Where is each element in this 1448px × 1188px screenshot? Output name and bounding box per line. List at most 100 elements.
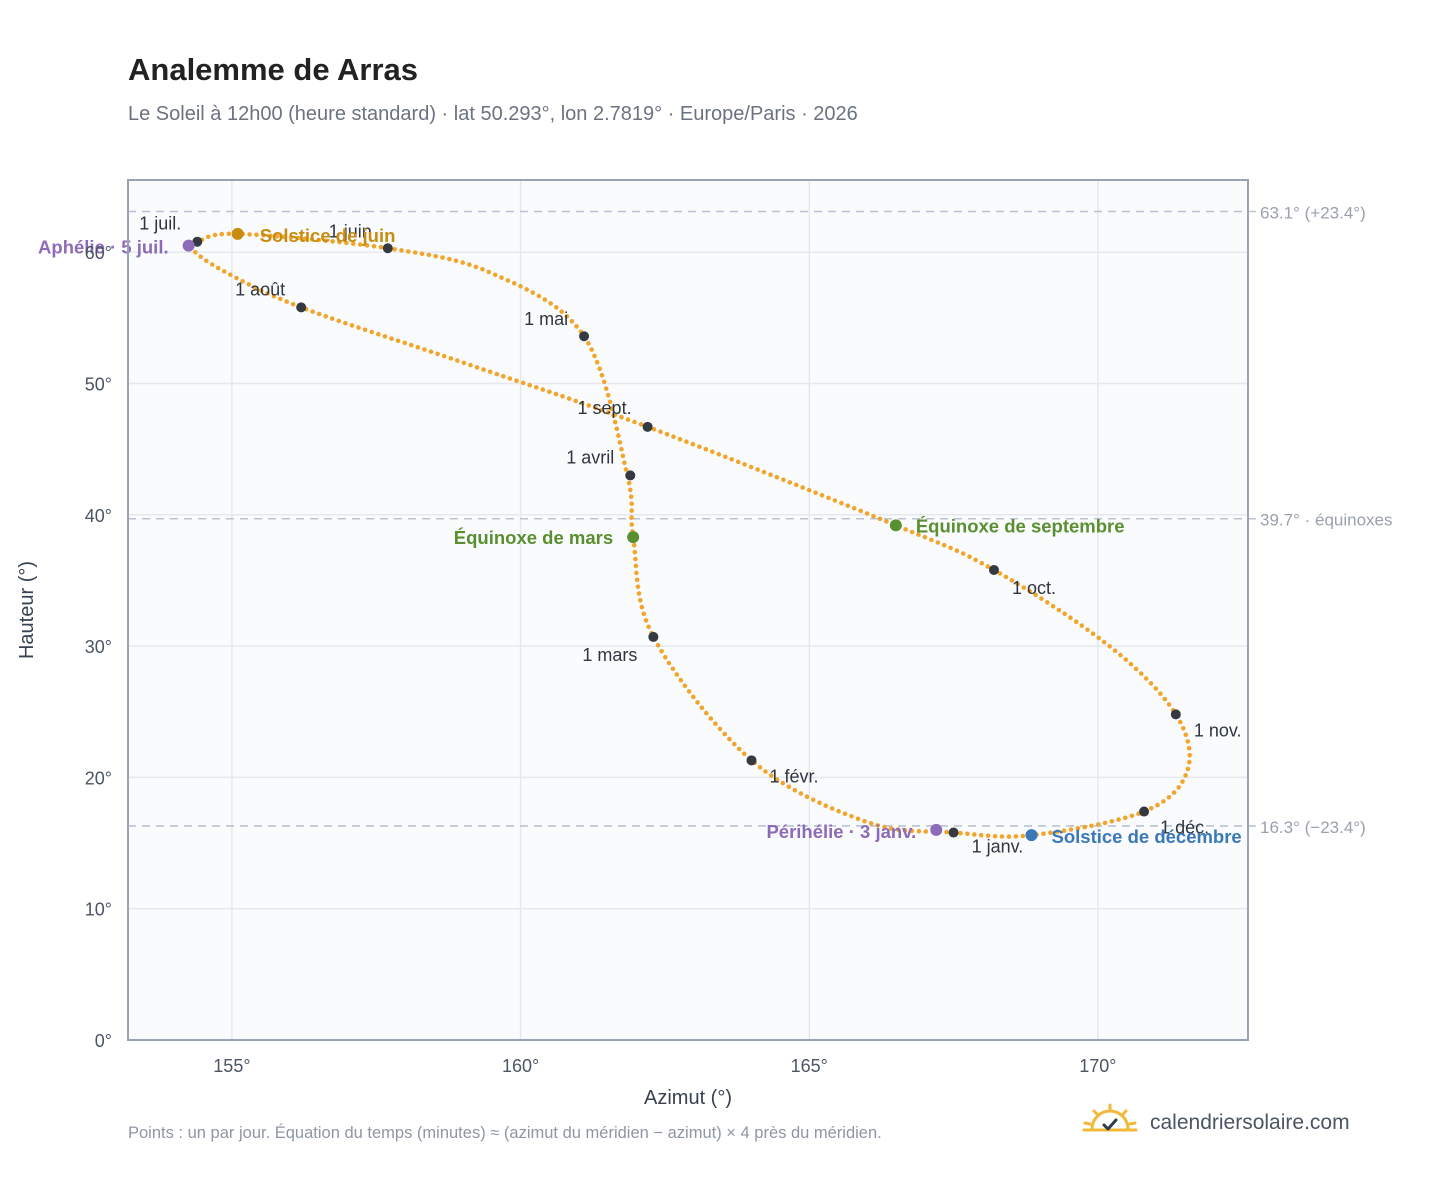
day-point: [1021, 585, 1027, 590]
x-tick-label: 155°: [213, 1056, 250, 1076]
day-point: [622, 460, 627, 466]
day-point: [864, 511, 870, 516]
reference-lines: 63.1° (+23.4°) 39.7° · équinoxes 16.3° (−2…: [128, 204, 1393, 837]
day-point: [514, 378, 519, 384]
day-point: [492, 272, 498, 278]
day-point: [534, 385, 539, 390]
day-point: [1166, 702, 1172, 707]
x-tick-label: 160°: [502, 1056, 539, 1076]
day-point: [520, 380, 526, 386]
day-point: [666, 660, 672, 666]
day-point: [633, 563, 639, 569]
month-marker: [642, 421, 653, 432]
day-point: [909, 529, 915, 535]
day-point: [755, 467, 760, 472]
day-point: [800, 485, 805, 490]
day-point: [268, 233, 273, 239]
day-point: [447, 256, 452, 262]
day-point: [586, 403, 592, 408]
day-point: [1068, 827, 1074, 832]
day-point: [548, 301, 553, 306]
day-point: [978, 832, 984, 838]
day-point: [1075, 826, 1081, 831]
day-point: [623, 467, 629, 472]
day-point: [206, 234, 211, 240]
day-point: [547, 389, 552, 395]
day-point: [579, 400, 585, 406]
day-point: [371, 244, 377, 249]
month-label: 1 janv.: [972, 837, 1024, 857]
day-point: [1073, 619, 1079, 624]
month-label: 1 févr.: [770, 766, 819, 786]
chart-title: Analemme de Arras: [128, 52, 419, 87]
day-point: [599, 407, 605, 413]
day-point: [228, 272, 233, 278]
brand[interactable]: calendriersolaire.com: [1082, 1103, 1350, 1143]
day-point: [761, 469, 767, 475]
month-label: 1 mai: [524, 309, 568, 329]
day-point: [1162, 696, 1168, 702]
day-point: [664, 431, 670, 437]
day-point: [599, 373, 605, 378]
day-point: [226, 231, 232, 237]
chart-subtitle: Le Soleil à 12h00 (heure standard) · lat…: [128, 103, 858, 125]
day-point: [460, 260, 466, 265]
day-point: [473, 264, 479, 270]
day-point: [786, 784, 792, 789]
day-point: [259, 288, 264, 293]
month-label: 1 août: [235, 279, 285, 299]
day-point: [1006, 834, 1012, 839]
day-point: [697, 444, 702, 450]
day-point: [198, 254, 203, 259]
day-point: [1033, 592, 1038, 598]
day-point: [651, 427, 657, 432]
x-tick-label: 170°: [1079, 1056, 1116, 1076]
month-marker: [1170, 709, 1181, 720]
day-point: [212, 232, 218, 238]
day-point: [619, 414, 624, 420]
y-tick-label: 50°: [85, 375, 112, 395]
day-point: [804, 794, 810, 799]
day-point: [1178, 719, 1183, 725]
day-point: [768, 472, 773, 478]
day-point: [415, 345, 421, 350]
day-point: [768, 773, 774, 778]
month-label: 1 déc.: [1160, 818, 1209, 838]
day-point: [617, 440, 623, 445]
day-point: [422, 347, 427, 352]
day-point: [677, 436, 683, 442]
day-point: [948, 545, 953, 551]
day-point: [507, 376, 513, 381]
day-point: [735, 459, 741, 465]
event-label: Périhélie · 3 janv.: [766, 821, 916, 842]
day-point: [505, 278, 511, 283]
month-label: 1 oct.: [1012, 578, 1056, 598]
event-marker: [1025, 829, 1038, 842]
month-label: 1 avril: [566, 447, 614, 467]
event-label: Solstice de décembre: [1052, 826, 1242, 847]
day-point: [626, 480, 632, 486]
day-point: [441, 353, 447, 359]
month-label: 1 juil.: [139, 214, 181, 234]
day-point: [727, 736, 732, 742]
day-point: [1116, 817, 1121, 822]
day-point: [710, 449, 715, 455]
day-point: [1143, 676, 1149, 681]
day-point: [382, 334, 388, 339]
day-point: [593, 405, 598, 411]
day-point: [461, 360, 467, 366]
day-point: [708, 716, 714, 721]
day-point: [823, 803, 829, 808]
day-point: [527, 382, 532, 388]
month-marker: [648, 631, 659, 642]
day-point: [845, 503, 851, 509]
day-point: [954, 548, 960, 553]
day-point: [810, 797, 816, 803]
month-marker: [948, 827, 959, 838]
day-point: [997, 571, 1003, 576]
day-point: [703, 446, 709, 452]
day-point: [742, 462, 747, 467]
day-point: [566, 396, 572, 401]
sun-check-icon: [1082, 1103, 1138, 1132]
day-point: [536, 293, 542, 299]
